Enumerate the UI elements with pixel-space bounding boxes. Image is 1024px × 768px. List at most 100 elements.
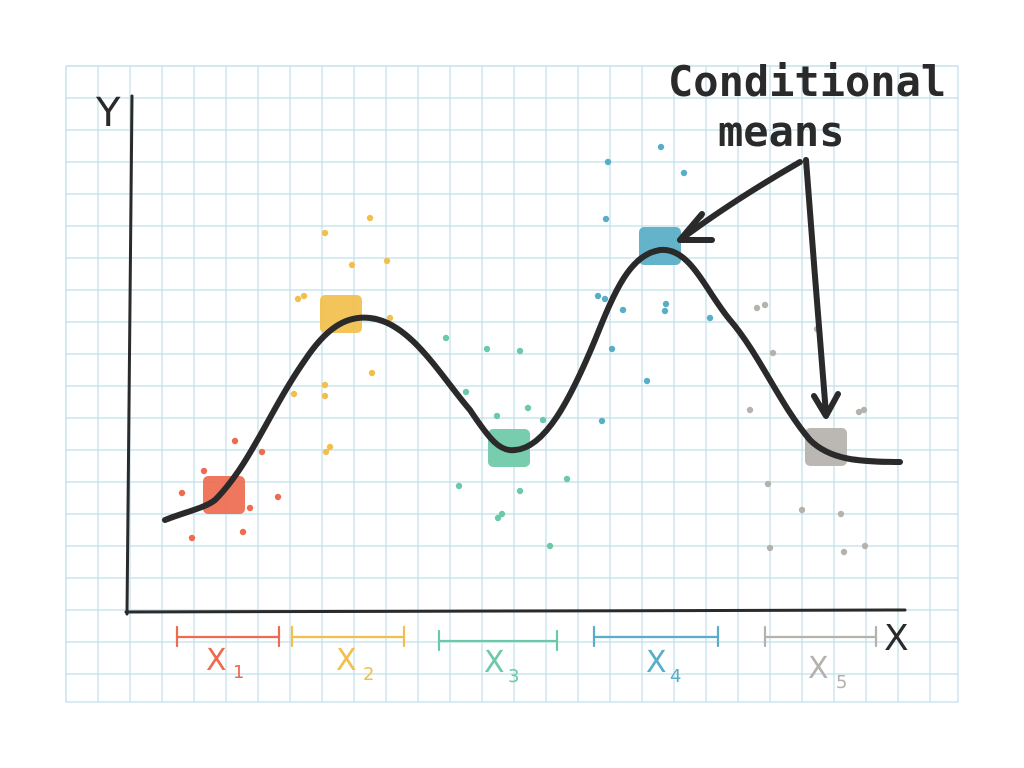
scatter-point-x5	[746, 406, 754, 414]
scatter-point-x2	[383, 257, 391, 265]
scatter-point-x4	[601, 295, 609, 303]
bin-label-x4-letter: X	[646, 645, 667, 680]
bin-label-x2-letter: X	[336, 643, 357, 678]
scatter-point-x4	[643, 377, 651, 385]
bracket-x1	[175, 625, 281, 648]
scatter-point-x5	[769, 349, 777, 357]
scatter-point-x2	[290, 390, 298, 398]
scatter-point-x5	[753, 304, 761, 312]
scatter-point-x3	[442, 334, 450, 342]
scatter-point-x4	[661, 307, 669, 315]
scatter-point-x5	[860, 406, 868, 414]
bin-brackets	[175, 625, 878, 652]
scatter-points	[178, 143, 869, 556]
scatter-point-x3	[516, 347, 524, 355]
scatter-point-x3	[539, 416, 547, 424]
scatter-point-x3	[524, 404, 532, 412]
arrow-shaft-x5	[803, 157, 829, 417]
arrow-shaft-x4	[677, 159, 803, 243]
bracket-x3	[437, 629, 559, 652]
bin-label-x4-subscript: 4	[670, 666, 681, 687]
annotation-arrow-to-x5-mean	[803, 157, 841, 419]
scatter-point-x4	[594, 292, 602, 300]
scatter-point-x2	[386, 314, 394, 322]
bin-label-x1-subscript: 1	[233, 662, 244, 683]
scatter-point-x2	[321, 381, 329, 389]
conditional-mean-x1	[203, 476, 245, 514]
arrow-head-x4	[677, 211, 715, 243]
scatter-point-x4	[706, 314, 714, 322]
scatter-point-x2	[348, 261, 356, 269]
bin-label-x3-letter: X	[484, 645, 505, 680]
scatter-point-x1	[274, 493, 282, 501]
bin-label-x1: X 1	[206, 643, 244, 683]
bin-label-x5-letter: X	[808, 651, 829, 686]
bin-label-x1-letter: X	[206, 643, 227, 678]
scatter-point-x4	[619, 306, 627, 314]
y-axis	[125, 94, 134, 616]
annotation-arrow-to-x4-mean	[677, 159, 803, 243]
scatter-point-x2	[366, 214, 374, 222]
scatter-point-x4	[657, 143, 665, 151]
scatter-point-x3	[493, 412, 501, 420]
bin-label-x4: X 4	[646, 645, 681, 687]
annotation-title-line2: means	[718, 107, 844, 156]
scatter-point-x4	[680, 169, 688, 177]
bin-label-x2-subscript: 2	[363, 664, 374, 685]
bin-label-x5-subscript: 5	[836, 672, 847, 693]
scatter-point-x5	[861, 542, 869, 550]
scatter-point-x2	[322, 448, 330, 456]
scatter-point-x3	[455, 482, 463, 490]
scatter-point-x5	[761, 301, 769, 309]
scatter-point-x1	[188, 534, 196, 542]
scatter-point-x1	[258, 448, 266, 456]
scatter-point-x2	[321, 392, 329, 400]
bracket-x2	[290, 625, 406, 648]
scatter-point-x5	[798, 506, 806, 514]
regression-curve	[162, 246, 903, 523]
scatter-point-x2	[300, 292, 308, 300]
scatter-point-x3	[546, 542, 554, 550]
scatter-point-x4	[598, 417, 606, 425]
bin-label-x3: X 3	[484, 645, 519, 687]
y-axis-label: Y	[95, 90, 121, 136]
bin-label-x3-subscript: 3	[508, 666, 519, 687]
scatter-point-x1	[246, 504, 254, 512]
scatter-point-x4	[662, 300, 670, 308]
scatter-point-x1	[178, 489, 186, 497]
scatter-point-x5	[764, 480, 772, 488]
scatter-point-x3	[516, 487, 524, 495]
scatter-point-x1	[200, 467, 208, 475]
scatter-point-x4	[602, 215, 610, 223]
scatter-point-x2	[368, 369, 376, 377]
bracket-x4	[592, 625, 720, 648]
annotation-title-line1: Conditional	[668, 57, 946, 106]
bin-label-x2: X 2	[336, 643, 374, 685]
x-axis-label: X	[884, 618, 909, 659]
conditional-mean-x2	[320, 295, 362, 333]
bin-label-x5: X 5	[808, 651, 847, 693]
arrow-head-x5	[811, 391, 841, 419]
scatter-point-x4	[608, 345, 616, 353]
scatter-point-x3	[494, 514, 502, 522]
bracket-x5	[763, 625, 878, 648]
scatter-point-x5	[855, 408, 863, 416]
scatter-point-x2	[294, 295, 302, 303]
scatter-point-x3	[462, 388, 470, 396]
scatter-point-x3	[563, 475, 571, 483]
scatter-point-x1	[239, 528, 247, 536]
scatter-point-x1	[231, 437, 239, 445]
conditional-mean-x5	[805, 428, 847, 466]
x-axis	[124, 608, 907, 614]
conditional-mean-x4	[639, 227, 681, 265]
scatter-point-x5	[840, 548, 848, 556]
scatter-point-x5	[837, 510, 845, 518]
scatter-point-x2	[321, 229, 329, 237]
scatter-point-x3	[483, 345, 491, 353]
scatter-point-x5	[766, 544, 774, 552]
scatter-point-x4	[604, 158, 612, 166]
scatter-point-x2	[326, 443, 334, 451]
scatter-point-x3	[498, 510, 506, 518]
